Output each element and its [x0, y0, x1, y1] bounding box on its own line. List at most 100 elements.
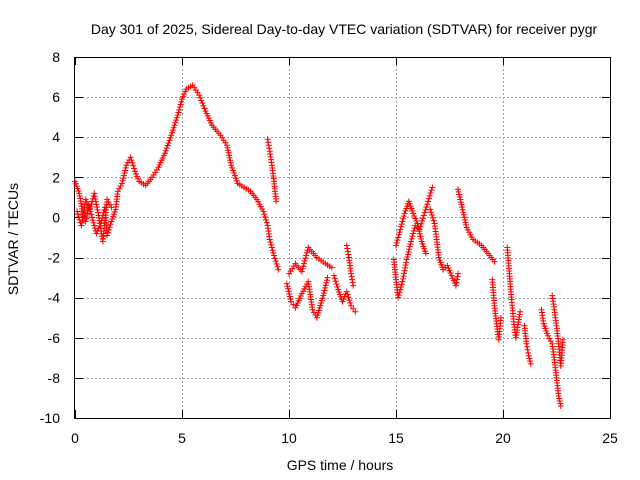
data-point [454, 273, 461, 280]
data-point [181, 91, 188, 98]
x-tick-labels: 0 5 10 15 20 25 [71, 430, 618, 446]
data-point [428, 212, 435, 219]
data-point [415, 223, 422, 230]
x-axis-label: GPS time / hours [287, 457, 394, 473]
data-point [165, 139, 172, 146]
data-point [455, 270, 462, 277]
data-point [403, 259, 410, 266]
data-point [344, 245, 351, 252]
data-point [428, 209, 435, 216]
data-point [425, 195, 432, 202]
x-tick-label: 20 [495, 430, 511, 446]
data-point [399, 218, 406, 225]
data-point [350, 282, 357, 289]
data-point [82, 218, 89, 225]
data-point [452, 282, 459, 289]
y-tick-labels: -10 -8 -6 -4 -2 0 2 4 6 8 [40, 49, 60, 426]
data-point [283, 280, 290, 287]
data-point [343, 242, 350, 249]
data-point [408, 235, 415, 242]
data-point [230, 167, 237, 174]
data-point [169, 129, 176, 136]
data-point [527, 358, 534, 365]
data-point [345, 251, 352, 258]
data-point [107, 221, 114, 228]
data-point [352, 308, 359, 315]
data-point [497, 314, 504, 321]
data-point [330, 272, 337, 279]
data-point [74, 211, 81, 218]
data-point [227, 157, 234, 164]
data-point [399, 275, 406, 282]
data-point [303, 252, 310, 259]
data-point [200, 102, 207, 109]
data-point [288, 298, 295, 305]
data-point [544, 332, 551, 339]
data-point [309, 306, 316, 313]
data-point [429, 214, 436, 221]
data-point [260, 208, 267, 215]
data-point [225, 149, 232, 156]
data-point [197, 94, 204, 101]
data-point [546, 335, 553, 342]
data-point [320, 292, 327, 299]
data-point [320, 290, 327, 297]
data-point [226, 154, 233, 161]
data-point [333, 281, 340, 288]
data-point [331, 275, 338, 282]
data-point [350, 305, 357, 312]
data-point [430, 217, 437, 224]
data-point [233, 177, 240, 184]
grid [75, 57, 610, 418]
data-points [72, 82, 566, 409]
data-point [418, 235, 425, 242]
data-point [343, 288, 350, 295]
data-point [92, 198, 99, 205]
y-tick-label: -2 [48, 250, 61, 266]
data-point [93, 201, 100, 208]
data-point [287, 296, 294, 303]
data-point [328, 264, 335, 271]
data-point [119, 180, 126, 187]
data-point [86, 206, 93, 213]
data-point [116, 185, 123, 192]
data-point [426, 192, 433, 199]
data-point [395, 294, 402, 301]
data-point [344, 248, 351, 255]
data-point [423, 204, 430, 211]
data-point [106, 224, 113, 231]
data-point [459, 206, 466, 213]
data-point [559, 336, 566, 343]
data-point [412, 215, 419, 222]
data-point [285, 288, 292, 295]
data-point [262, 214, 269, 221]
y-tick-label: 8 [52, 49, 60, 65]
data-point [89, 217, 96, 224]
data-point [274, 263, 281, 270]
data-point [445, 265, 452, 272]
axis-ticks [75, 57, 611, 419]
data-point [321, 287, 328, 294]
x-tick-label: 25 [602, 430, 618, 446]
data-point [273, 260, 280, 267]
data-point [394, 237, 401, 244]
data-point [407, 241, 414, 248]
data-point [175, 109, 182, 116]
data-point [120, 172, 127, 179]
data-point [428, 187, 435, 194]
data-point [526, 355, 533, 362]
data-point [405, 248, 412, 255]
data-point [178, 98, 185, 105]
data-point [93, 230, 100, 237]
data-point [409, 233, 416, 240]
data-point [263, 219, 270, 226]
data-point [74, 208, 81, 215]
data-point [225, 147, 232, 154]
data-point [397, 223, 404, 230]
data-point [523, 340, 530, 347]
data-point [84, 210, 91, 217]
data-point [425, 198, 432, 205]
data-point [419, 215, 426, 222]
data-point [134, 173, 141, 180]
data-point [91, 193, 98, 200]
